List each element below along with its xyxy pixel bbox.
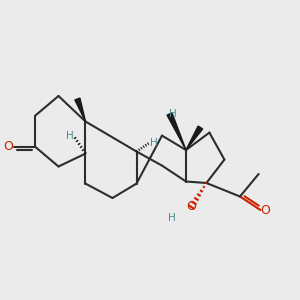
- Text: H: H: [150, 137, 158, 148]
- Text: O: O: [260, 203, 270, 217]
- Text: H: H: [169, 109, 177, 119]
- Text: H: H: [168, 213, 176, 224]
- Text: H: H: [66, 130, 74, 141]
- Text: O: O: [187, 200, 196, 214]
- Polygon shape: [186, 126, 203, 150]
- Text: O: O: [4, 140, 14, 154]
- Polygon shape: [167, 113, 186, 150]
- Polygon shape: [75, 98, 86, 122]
